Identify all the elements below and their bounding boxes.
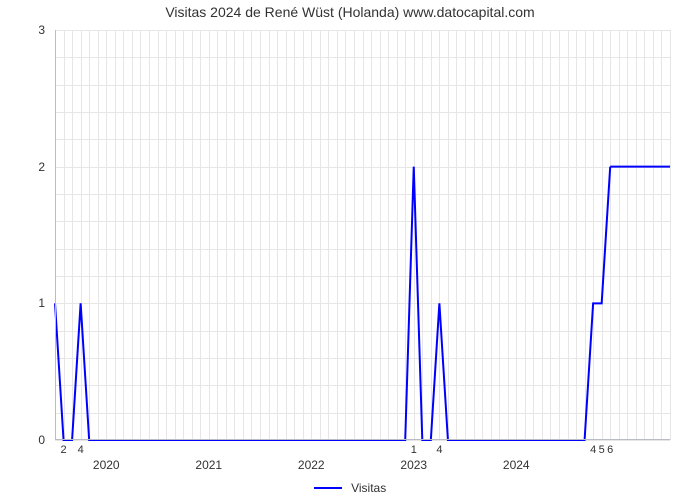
x-tick-month: 4 xyxy=(78,440,84,456)
visits-line xyxy=(55,167,610,440)
x-tick-month: 4 xyxy=(436,440,442,456)
x-tick-year: 2021 xyxy=(195,440,222,472)
x-tick-month: 1 xyxy=(411,440,417,456)
visits-chart: Visitas 2024 de René Wüst (Holanda) www.… xyxy=(0,0,700,500)
plot-area: 0123 202020212022202320242414456 xyxy=(55,30,670,440)
line-series xyxy=(55,30,670,440)
legend-label: Visitas xyxy=(351,481,386,495)
x-tick-year: 2022 xyxy=(298,440,325,472)
chart-title: Visitas 2024 de René Wüst (Holanda) www.… xyxy=(0,4,700,20)
y-tick: 3 xyxy=(38,23,55,37)
y-axis-line xyxy=(55,30,56,440)
legend-swatch xyxy=(314,487,342,489)
x-tick-year: 2024 xyxy=(503,440,530,472)
y-tick: 2 xyxy=(38,160,55,174)
x-tick-month: 6 xyxy=(607,440,613,456)
y-tick: 0 xyxy=(38,433,55,447)
x-tick-month: 4 xyxy=(590,440,596,456)
legend: Visitas xyxy=(0,480,700,495)
gridline-v xyxy=(670,30,671,440)
x-tick-month: 5 xyxy=(599,440,605,456)
x-tick-year: 2020 xyxy=(93,440,120,472)
x-axis-line xyxy=(55,439,670,440)
y-tick: 1 xyxy=(38,296,55,310)
x-tick-month: 2 xyxy=(60,440,66,456)
